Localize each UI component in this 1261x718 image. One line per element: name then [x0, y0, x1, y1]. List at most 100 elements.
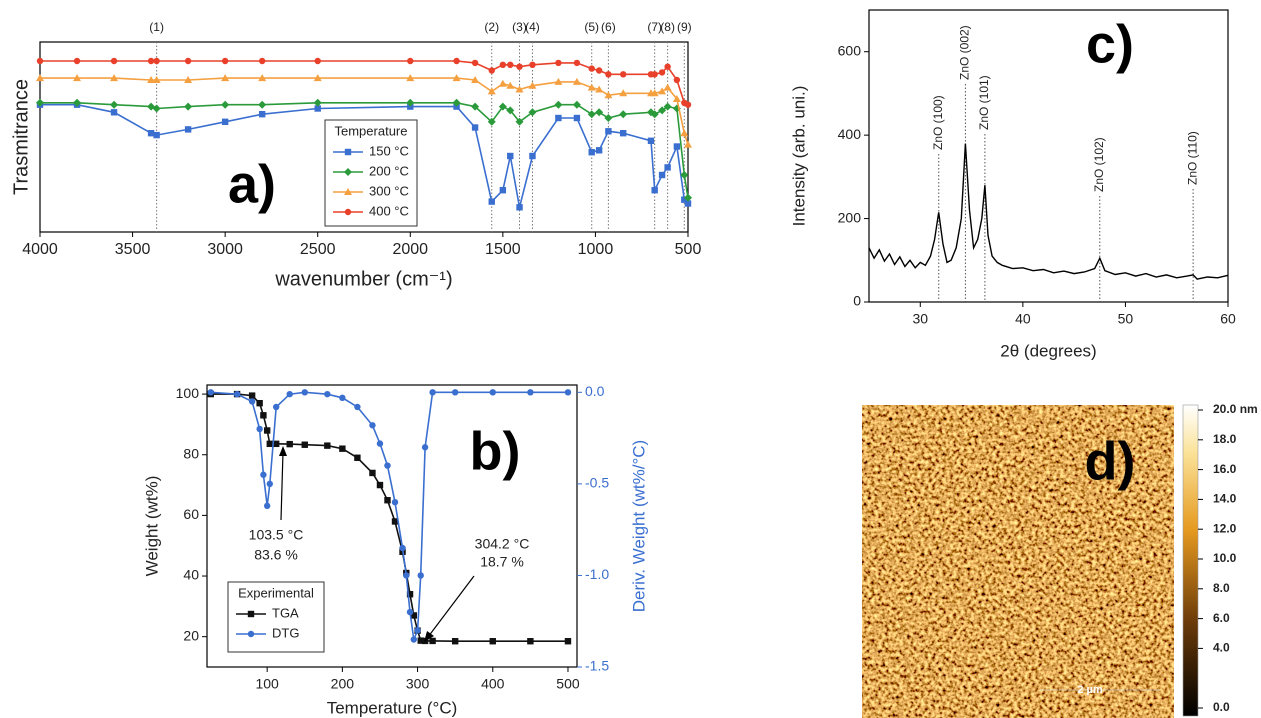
- marker: [247, 630, 255, 638]
- marker: [258, 74, 267, 82]
- marker: [672, 95, 681, 102]
- marker: [429, 389, 436, 396]
- y2-tick-label: -1.0: [585, 566, 609, 582]
- marker: [207, 389, 214, 396]
- marker: [528, 81, 537, 89]
- marker: [489, 638, 496, 645]
- legend-box: [227, 581, 325, 653]
- afm-image: [862, 405, 1174, 718]
- series-line: [868, 143, 1229, 280]
- x-tick-label: 300: [406, 676, 430, 692]
- marker: [369, 469, 376, 477]
- marker: [516, 204, 523, 211]
- colorbar-tick-label: 14.0: [1213, 492, 1237, 506]
- marker: [588, 149, 595, 156]
- marker: [527, 389, 534, 396]
- peak-label: (9): [677, 20, 692, 34]
- marker: [153, 57, 160, 65]
- annotation: 18.7 %: [480, 554, 524, 570]
- legend-label: 150 °C: [369, 143, 409, 158]
- y2-tick-label: -1.5: [585, 658, 609, 674]
- marker: [663, 83, 672, 91]
- marker: [595, 108, 604, 117]
- marker: [488, 67, 495, 74]
- peak-label: (2): [484, 20, 499, 34]
- marker: [153, 131, 160, 139]
- marker: [324, 442, 331, 449]
- legend-label: 200 °C: [369, 163, 409, 178]
- marker: [681, 196, 688, 203]
- marker: [406, 591, 414, 598]
- marker: [221, 118, 229, 125]
- marker: [258, 100, 267, 109]
- legend-title: Temperature: [335, 123, 408, 138]
- marker: [391, 518, 399, 525]
- marker: [555, 114, 562, 122]
- y-tick-label: 60: [183, 506, 199, 522]
- marker: [147, 76, 156, 83]
- marker: [605, 128, 612, 135]
- colorbar: [1182, 404, 1199, 717]
- marker: [489, 389, 496, 396]
- marker: [573, 114, 581, 122]
- marker: [619, 89, 628, 97]
- marker: [314, 105, 321, 112]
- x-tick-label: 60: [1220, 311, 1236, 327]
- marker: [407, 57, 414, 65]
- marker: [339, 394, 346, 402]
- marker: [272, 403, 280, 411]
- marker: [399, 544, 406, 552]
- marker: [471, 102, 480, 111]
- marker: [498, 102, 507, 111]
- peak-label: (6): [601, 20, 616, 34]
- marker: [507, 152, 514, 160]
- marker: [515, 117, 524, 126]
- marker: [499, 61, 507, 68]
- peak-label: ZnO (102): [1092, 137, 1106, 192]
- marker: [184, 76, 193, 83]
- marker: [452, 74, 461, 82]
- marker: [651, 71, 658, 78]
- marker: [384, 497, 391, 504]
- marker: [664, 63, 671, 70]
- marker: [152, 104, 161, 113]
- marker: [471, 124, 479, 131]
- peak-label: (7): [647, 20, 662, 34]
- marker: [487, 87, 496, 95]
- marker: [36, 57, 44, 65]
- marker: [344, 188, 352, 195]
- marker: [73, 74, 82, 82]
- peak-label: (8): [660, 20, 675, 34]
- colorbar-tick-label: 20.0 nm: [1213, 402, 1258, 416]
- marker: [453, 57, 460, 65]
- marker: [680, 129, 689, 137]
- marker: [684, 140, 692, 148]
- marker: [376, 440, 384, 447]
- plot-frame: [39, 41, 689, 233]
- peak-label: ZnO (110): [1185, 131, 1199, 185]
- marker: [36, 98, 44, 107]
- plot-frame: [868, 9, 1229, 303]
- peak-label: ZnO (002): [958, 25, 972, 80]
- y-tick-label: 80: [183, 445, 199, 461]
- y-tick-label: 40: [183, 567, 199, 583]
- marker: [588, 65, 595, 72]
- marker: [506, 81, 515, 89]
- marker: [147, 130, 155, 137]
- peak-label: (1): [149, 20, 164, 34]
- x-tick-label: 40: [1015, 311, 1031, 327]
- colorbar-tick-label: 8.0: [1213, 581, 1230, 595]
- y-tick-label: 200: [838, 209, 862, 225]
- y-tick-label: 600: [838, 42, 862, 58]
- marker: [471, 59, 479, 67]
- marker: [391, 498, 399, 506]
- marker: [507, 61, 514, 68]
- marker: [673, 76, 681, 84]
- marker: [73, 98, 82, 107]
- marker: [595, 147, 603, 154]
- marker: [650, 89, 659, 97]
- annotation: 304.2 °C: [475, 536, 530, 552]
- marker: [314, 57, 321, 65]
- x-tick-label: 1000: [578, 241, 614, 258]
